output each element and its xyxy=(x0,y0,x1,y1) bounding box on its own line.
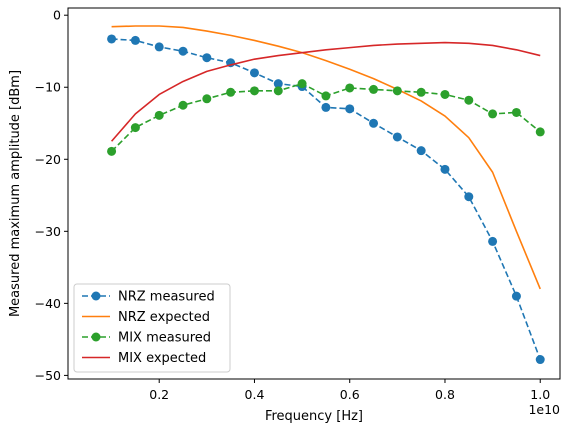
y-tick-label: −10 xyxy=(35,80,61,95)
data-point xyxy=(416,87,426,97)
data-point xyxy=(107,146,117,156)
data-point xyxy=(511,291,521,301)
legend-item-nrz-measured: NRZ measured xyxy=(82,290,215,305)
x-offset-label: 1e10 xyxy=(528,402,560,417)
series-line-mix-expected xyxy=(110,41,541,142)
data-point xyxy=(345,83,355,93)
data-point xyxy=(226,87,236,97)
series-line-nrz-expected xyxy=(111,25,541,290)
x-tick-label: 0.4 xyxy=(245,387,265,402)
data-point xyxy=(178,46,188,56)
data-point xyxy=(345,104,355,114)
legend-label: NRZ expected xyxy=(118,310,210,325)
data-point xyxy=(249,86,259,96)
y-tick-label: 0 xyxy=(53,8,61,23)
series-mix-expected xyxy=(110,41,541,142)
series-mix-measured xyxy=(107,79,545,156)
legend-item-mix-measured: MIX measured xyxy=(82,331,211,346)
data-point xyxy=(321,102,331,112)
data-point xyxy=(488,236,498,246)
series-layer xyxy=(107,25,545,365)
data-point xyxy=(130,123,140,133)
data-point xyxy=(440,164,450,174)
x-tick-label: 0.6 xyxy=(340,387,360,402)
legend-item-nrz-expected: NRZ expected xyxy=(82,310,210,325)
data-point xyxy=(273,79,283,89)
data-point xyxy=(249,68,259,78)
data-point xyxy=(535,355,545,365)
data-point xyxy=(464,95,474,105)
series-nrz-expected xyxy=(111,25,541,290)
data-point xyxy=(369,84,379,94)
y-tick-label: −20 xyxy=(35,152,61,167)
data-point xyxy=(297,79,307,89)
x-tick-label: 0.2 xyxy=(149,387,169,402)
legend-label: MIX measured xyxy=(118,331,211,346)
legend-label: NRZ measured xyxy=(118,290,215,305)
data-point xyxy=(321,91,331,101)
data-point xyxy=(440,89,450,99)
legend-label: MIX expected xyxy=(118,351,206,366)
data-point xyxy=(178,100,188,110)
data-point xyxy=(392,132,402,142)
data-point xyxy=(107,34,117,44)
legend-marker xyxy=(91,332,101,342)
x-axis-label: Frequency [Hz] xyxy=(265,409,363,424)
data-point xyxy=(488,109,498,119)
y-tick-label: −50 xyxy=(35,368,61,383)
y-axis-label: Measured maximum amplitude [dBm] xyxy=(8,70,23,317)
data-point xyxy=(154,42,164,52)
data-point xyxy=(369,118,379,128)
legend-item-mix-expected: MIX expected xyxy=(82,351,206,366)
data-point xyxy=(464,192,474,202)
y-tick-label: −40 xyxy=(35,296,61,311)
data-point xyxy=(535,127,545,137)
data-point xyxy=(392,86,402,96)
legend: NRZ measured NRZ expected MIX measured MIX … xyxy=(73,283,231,373)
data-point xyxy=(202,53,212,63)
axes-frame xyxy=(67,7,561,380)
y-tick-label: −30 xyxy=(35,224,61,239)
data-point xyxy=(416,146,426,156)
data-point xyxy=(154,110,164,120)
data-point xyxy=(130,35,140,45)
legend-box xyxy=(73,283,231,373)
x-tick-label: 1.0 xyxy=(530,387,550,402)
data-point xyxy=(511,107,521,117)
x-tick-label: 0.8 xyxy=(435,387,455,402)
data-point xyxy=(273,86,283,96)
legend-marker xyxy=(91,291,101,301)
axes-layer: 0.2 0.4 0.6 0.8 1.0 0 −10 −20 −30 −40 −50 xyxy=(35,7,561,402)
data-point xyxy=(202,94,212,104)
